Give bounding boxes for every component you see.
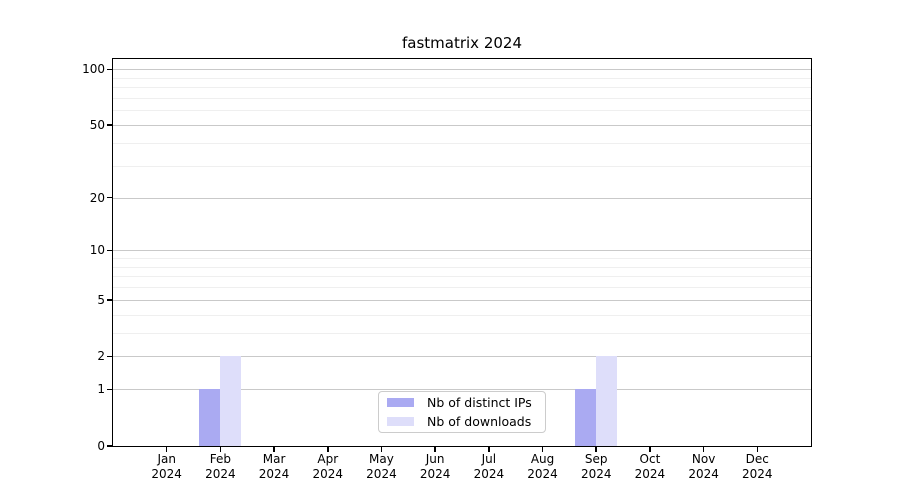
y-tick-label: 50 (89, 118, 105, 133)
y-tick-mark (106, 355, 112, 358)
gridline-minor (113, 332, 811, 334)
x-tick-mark (595, 447, 597, 452)
gridline-minor (113, 142, 811, 144)
legend-item-downloads: Nb of downloads (387, 414, 545, 429)
x-tick-mark (702, 447, 705, 452)
x-tick-mark (649, 447, 651, 452)
x-tick-label: May 2024 (366, 452, 397, 481)
legend-item-distinct-ips: Nb of distinct IPs (387, 395, 545, 410)
legend-swatch-distinct-ips (387, 398, 414, 407)
legend-label-downloads: Nb of downloads (427, 414, 532, 429)
gridline-major (113, 299, 811, 301)
chart-title: fastmatrix 2024 (401, 34, 522, 52)
x-tick-label: Nov 2024 (688, 452, 719, 481)
y-tick-mark (106, 299, 112, 301)
gridline-minor (113, 77, 811, 79)
x-tick-label: Aug 2024 (527, 452, 558, 481)
plot-area (113, 59, 811, 446)
x-tick-mark (380, 447, 383, 452)
x-tick-label: Jun 2024 (419, 452, 451, 481)
bar-distinct-ips-sep (575, 389, 597, 446)
gridline-minor (113, 110, 811, 112)
gridline-major (113, 125, 811, 127)
y-tick-mark (106, 124, 112, 126)
gridline-major (113, 389, 811, 391)
legend-swatch-downloads (387, 417, 414, 426)
y-tick-label: 100 (82, 62, 105, 77)
x-tick-label: Feb 2024 (205, 452, 236, 481)
x-tick-label: Apr 2024 (312, 452, 344, 481)
gridline-major (113, 197, 811, 199)
y-tick-mark (106, 388, 112, 391)
gridline-minor (113, 258, 811, 260)
x-tick-label: Jan 2024 (151, 452, 182, 481)
x-tick-mark (219, 447, 222, 452)
gridline-minor (113, 98, 811, 100)
x-tick-mark (541, 447, 544, 452)
gridline-minor (113, 165, 811, 167)
legend-label-distinct-ips: Nb of distinct IPs (427, 395, 532, 410)
x-tick-mark (756, 447, 759, 452)
x-tick-label: Oct 2024 (634, 452, 666, 481)
gridline-minor (113, 287, 811, 289)
x-tick-label: Jul 2024 (473, 452, 505, 481)
y-tick-label: 10 (89, 243, 105, 258)
gridline-minor (113, 266, 811, 268)
gridline-major (113, 69, 811, 71)
x-tick-label: Sep 2024 (580, 452, 612, 481)
gridline-major (113, 250, 811, 252)
gridline-minor (113, 314, 811, 316)
y-tick-mark (106, 196, 112, 199)
bar-distinct-ips-feb (199, 389, 221, 446)
gridline-minor (113, 87, 811, 89)
x-tick-mark (165, 447, 168, 452)
y-tick-label: 2 (97, 349, 105, 364)
y-tick-label: 20 (89, 190, 105, 205)
x-tick-mark (488, 447, 490, 452)
x-tick-mark (327, 447, 329, 452)
x-tick-mark (273, 447, 275, 452)
y-tick-mark (106, 445, 112, 447)
x-tick-label: Dec 2024 (742, 452, 773, 481)
y-tick-mark (106, 249, 112, 252)
gridline-major (113, 356, 811, 358)
bar-downloads-feb (220, 356, 242, 446)
bar-downloads-sep (596, 356, 618, 446)
y-tick-label: 1 (97, 382, 105, 397)
y-tick-label: 0 (97, 439, 105, 453)
gridline-minor (113, 276, 811, 278)
x-tick-label: Mar 2024 (258, 452, 290, 481)
legend: Nb of distinct IPs Nb of downloads (378, 391, 546, 433)
x-tick-mark (434, 447, 436, 452)
y-tick-label: 5 (97, 292, 105, 307)
y-tick-mark (106, 68, 112, 71)
